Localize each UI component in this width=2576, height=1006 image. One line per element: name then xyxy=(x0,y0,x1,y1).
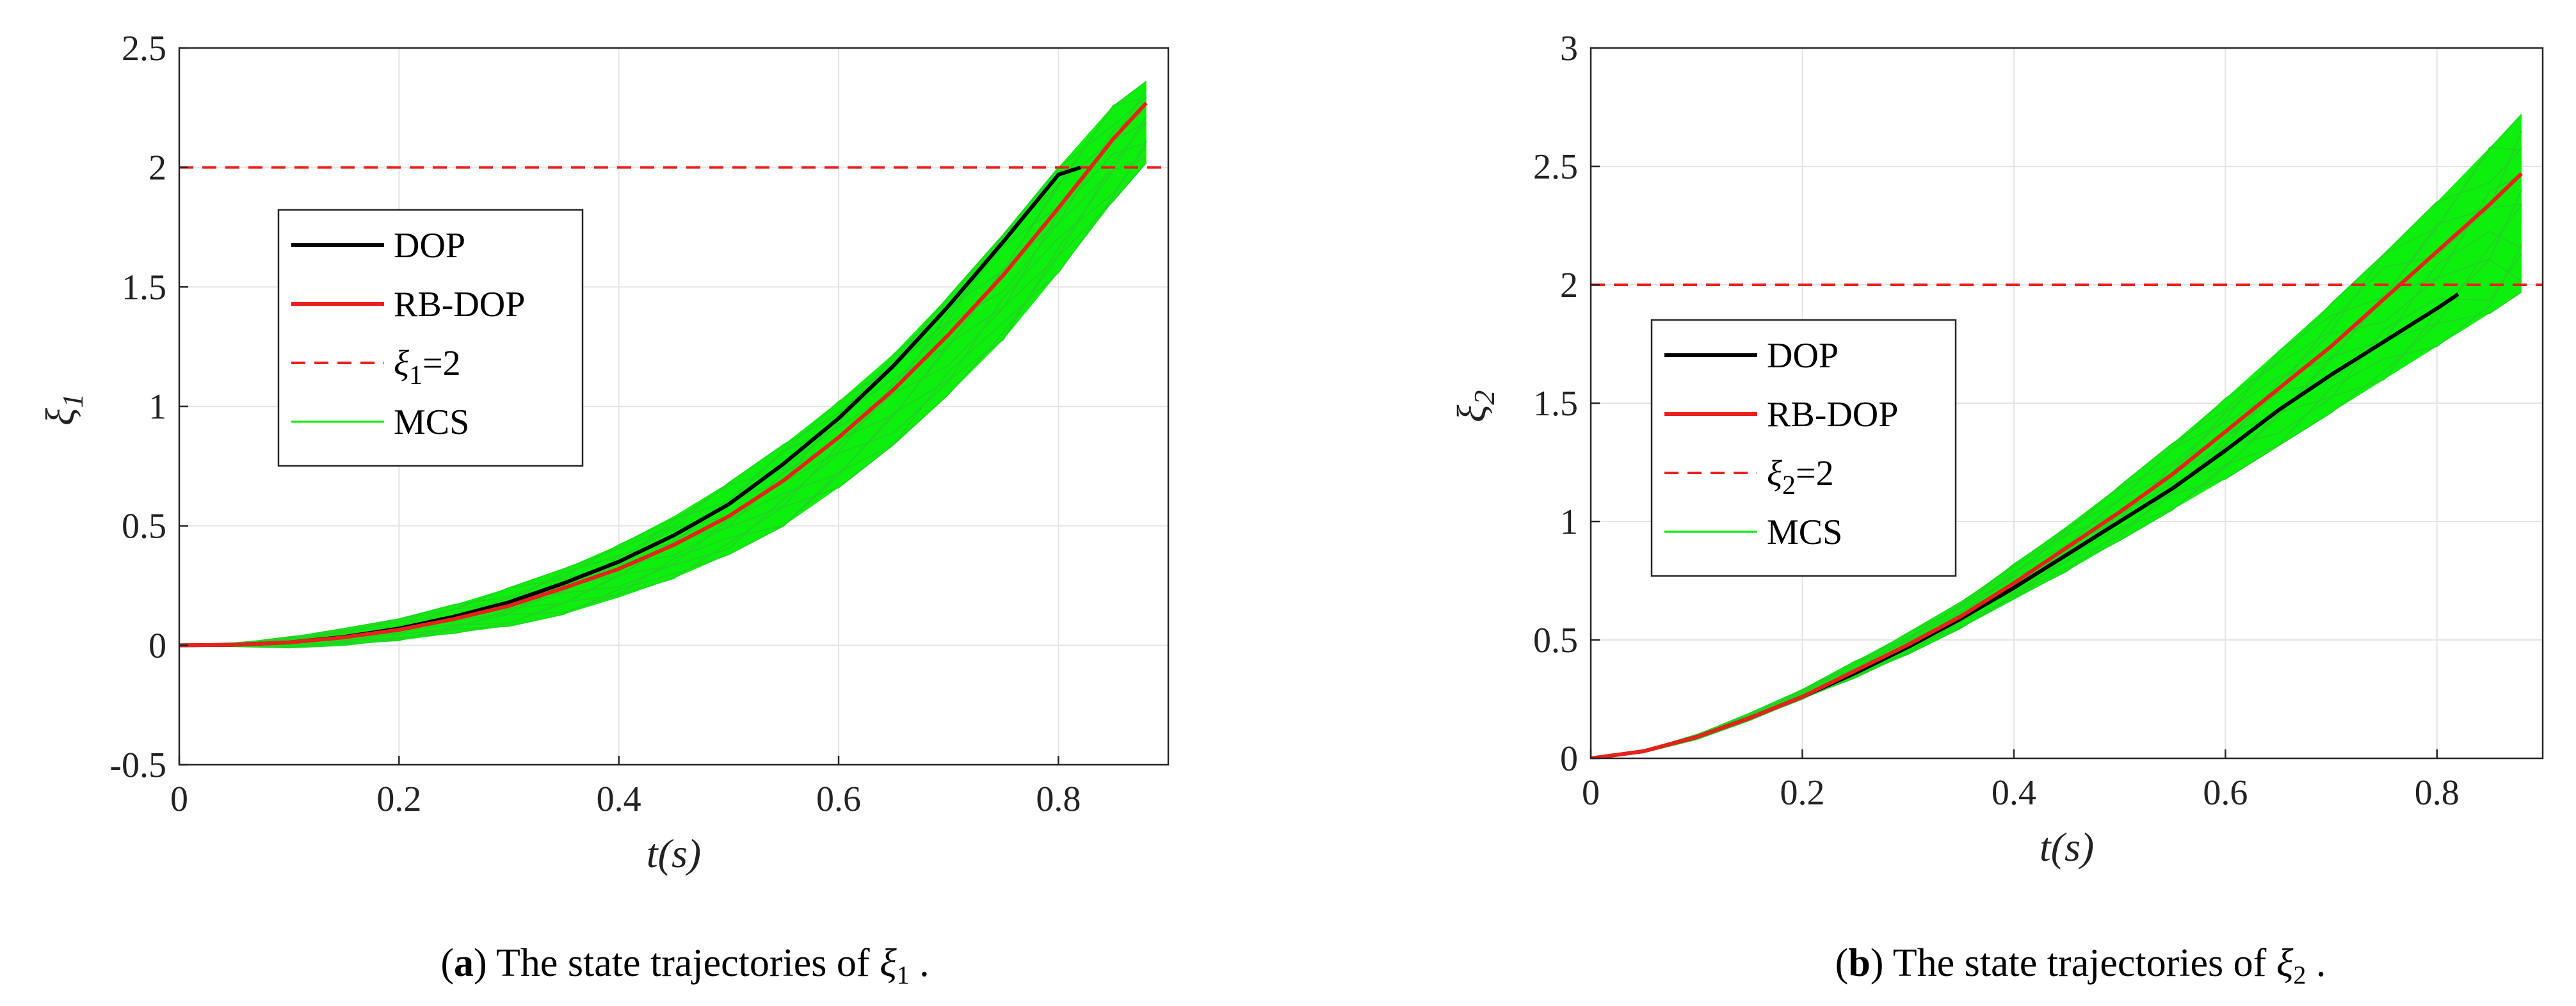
y-tick-label: 0 xyxy=(1560,739,1578,779)
y-tick-label: 2.5 xyxy=(1533,147,1578,187)
legend-label: DOP xyxy=(1767,336,1839,376)
rb-dop-line xyxy=(1591,172,2524,758)
legend-label: ξ1=2 xyxy=(394,344,461,390)
y-tick-label: 2 xyxy=(149,148,166,188)
plot-area xyxy=(179,81,1168,649)
x-tick-label: 0.8 xyxy=(2415,773,2459,813)
chart-a: 0 0.2 0.4 0.6 0.8-0.500.511.522.5t(s)ξ1DOPRB… xyxy=(37,29,1170,989)
legend-label: ξ2=2 xyxy=(1767,454,1834,500)
y-tick-label: 2.5 xyxy=(122,29,166,68)
y-tick-label: -0.5 xyxy=(109,746,166,785)
x-tick-label: 0.8 xyxy=(1036,779,1081,819)
mcs-trajectory xyxy=(179,142,1147,646)
mcs-trajectory xyxy=(179,97,1147,646)
x-tick-label: 0.6 xyxy=(816,779,861,819)
y-tick-label: 3 xyxy=(1560,29,1578,68)
mcs-trajectory xyxy=(179,162,1147,649)
rb-dop-line xyxy=(179,101,1148,648)
x-tick-label: 0.6 xyxy=(2203,773,2248,813)
mcs-trajectory xyxy=(1591,113,2522,758)
y-tick-label: 1.5 xyxy=(122,267,166,307)
x-axis-label: t(s) xyxy=(2040,824,2094,870)
y-tick-label: 1 xyxy=(149,387,166,427)
legend: DOP RB-DOP ξ2=2 MCS xyxy=(1650,319,1957,577)
legend-label: MCS xyxy=(1767,513,1842,552)
mcs-trajectory xyxy=(179,145,1147,648)
legend: DOP RB-DOP ξ1=2 MCS xyxy=(277,209,584,467)
y-tick-label: 0.5 xyxy=(122,507,166,547)
legend-label: RB-DOP xyxy=(394,285,525,324)
mcs-trajectory xyxy=(1591,291,2522,758)
chart-b: 0 0.2 0.4 0.6 0.8 0 0.5 1 1.5 2 2.5 3 t(s) ξ2 DOP RB-DO… xyxy=(1449,29,2544,989)
y-tick-label: 1 xyxy=(1560,502,1578,542)
mcs-trajectory xyxy=(179,81,1147,646)
legend-label: MCS xyxy=(394,403,469,442)
legend-label: DOP xyxy=(394,226,465,266)
y-tick-label: 0 xyxy=(149,626,166,666)
figure-caption: (b) The state trajectories of ξ2 . xyxy=(1835,941,2326,989)
y-tick-label: 2 xyxy=(1560,266,1578,305)
x-tick-label: 0.4 xyxy=(597,779,641,819)
y-tick-label: 0.5 xyxy=(1533,621,1578,660)
x-tick-label: 0.4 xyxy=(1992,773,2036,813)
figure-caption: (a) The state trajectories of ξ1 . xyxy=(440,941,929,989)
y-axis-label: ξ1 xyxy=(37,394,89,426)
plot-area xyxy=(1591,113,2543,758)
legend-box xyxy=(1650,319,1957,577)
x-tick-label: 0 xyxy=(170,779,188,819)
legend-box xyxy=(277,209,584,467)
x-tick-label: 0 xyxy=(1582,773,1600,813)
x-tick-label: 0.2 xyxy=(376,779,421,819)
legend-label: RB-DOP xyxy=(1767,395,1898,435)
x-tick-label: 0.2 xyxy=(1780,773,1824,813)
y-tick-label: 1.5 xyxy=(1533,384,1578,424)
y-axis-label: ξ2 xyxy=(1449,390,1501,422)
x-axis-label: t(s) xyxy=(647,831,701,876)
